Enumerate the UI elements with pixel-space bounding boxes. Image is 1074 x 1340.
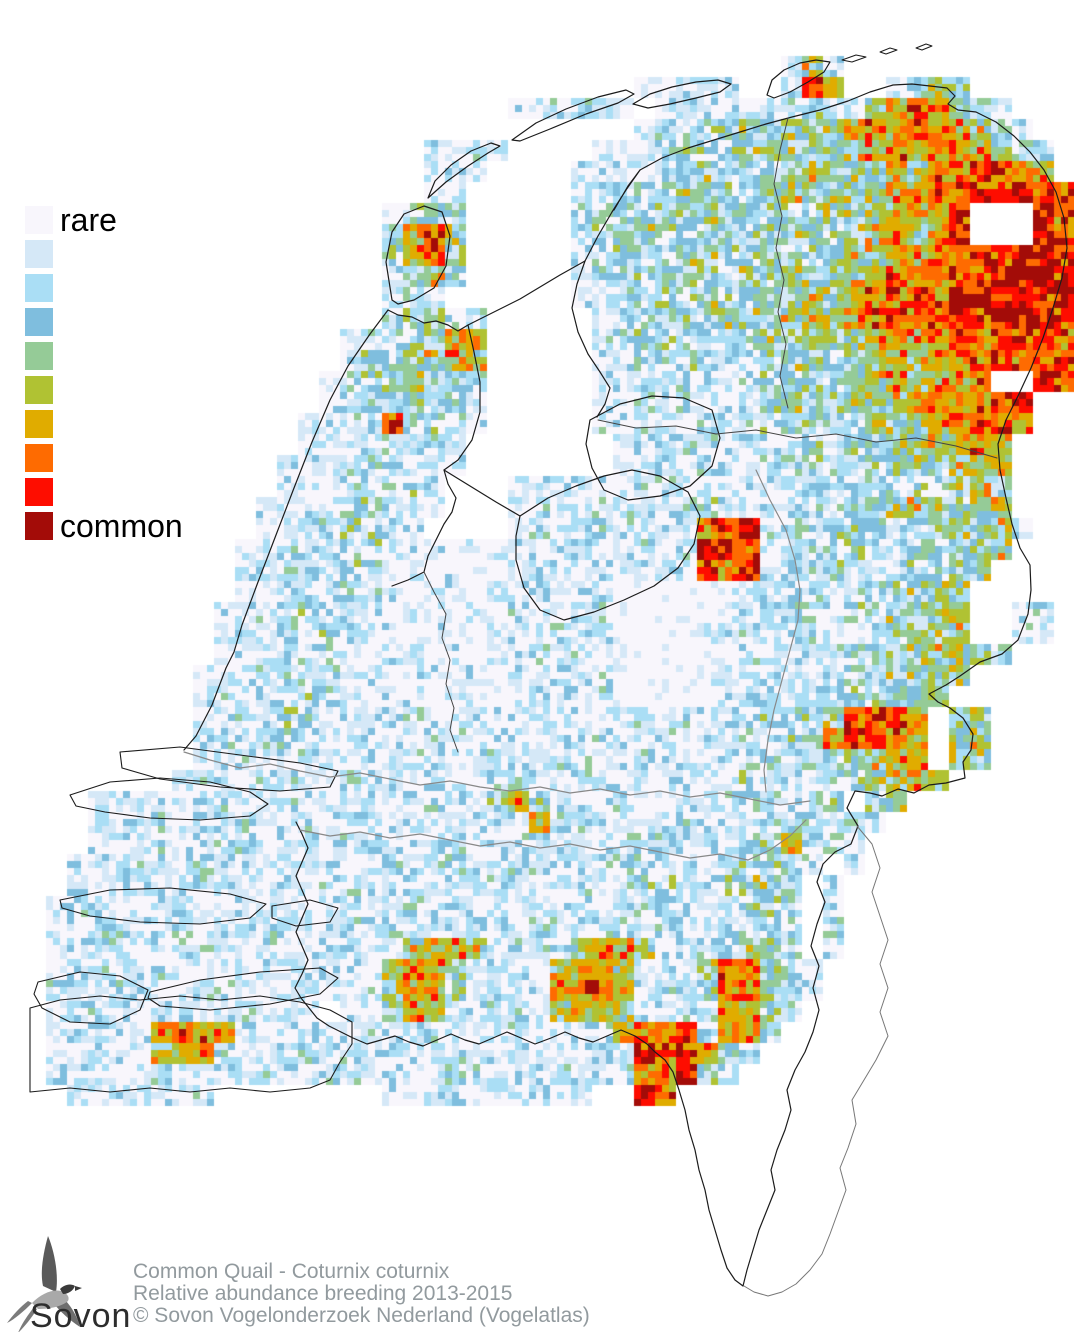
legend-swatch-9 [25,512,53,540]
legend-swatch-2 [25,274,53,302]
outline-north-and-east-border [639,83,1068,809]
sovon-logo-text: Sovon [30,1297,132,1335]
outline-schiermonnikoog [766,59,831,99]
outline-zuid-beveland [147,967,339,1011]
outline-noordoostpolder [585,395,721,501]
legend-swatch-5 [25,376,53,404]
outline-river-ijssel [755,469,801,793]
outline-ijsselmeer-coast [571,260,611,418]
outline-schouwen [59,887,267,925]
legend-swatch-4 [25,342,53,370]
outline-ameland [632,79,732,109]
outline-flevoland [515,469,701,621]
legend-swatch-8 [25,478,53,506]
outline-terschelling [511,89,635,142]
legend-swatch-1 [25,240,53,268]
outline-walcheren [33,971,149,1025]
caption-copyright: © Sovon Vogelonderzoek Nederland (Vogela… [133,1304,590,1327]
legend-swatch-0 [25,206,53,234]
legend-swatch-7 [25,444,53,472]
outline-den-helder-afsluitdijk [387,260,586,332]
outline-prov-overijssel-north [597,419,998,459]
outline-prov-utrecht-east [423,571,459,753]
abundance-legend [25,206,53,546]
outline-houtribdijk [443,469,521,517]
outline-zeeuws-vlaanderen [29,995,353,1093]
caption-species: Common Quail - Coturnix coturnix [133,1260,450,1283]
outline-friesland-west-coast [584,169,641,262]
outline-prov-friesland-groningen [773,117,789,409]
outline-islet-a [841,54,867,63]
legend-swatch-3 [25,308,53,336]
outline-islet-b [879,47,898,55]
outline-texel [385,205,451,305]
sovon-swallow-icon [7,1236,82,1332]
outline-river-maas [299,819,807,861]
outline-vlieland [427,142,501,199]
legend-label-common: common [60,508,183,544]
outline-voorne-putten [119,746,339,792]
legend-swatch-6 [25,410,53,438]
outline-markermeer-coast [391,324,481,587]
outline-goeree [69,777,269,821]
outline-south-border [294,807,859,1287]
legend-label-rare: rare [60,202,117,238]
outline-islet-c [915,43,933,51]
outline-river-waal [183,751,811,806]
outline-german-border-outline [743,825,889,1297]
outline-noord-holland-coast [183,309,389,751]
caption-subtitle: Relative abundance breeding 2013-2015 [133,1282,513,1305]
map-caption: Common Quail - Coturnix coturnix Relativ… [133,1261,590,1327]
outline-tholen [271,899,339,927]
